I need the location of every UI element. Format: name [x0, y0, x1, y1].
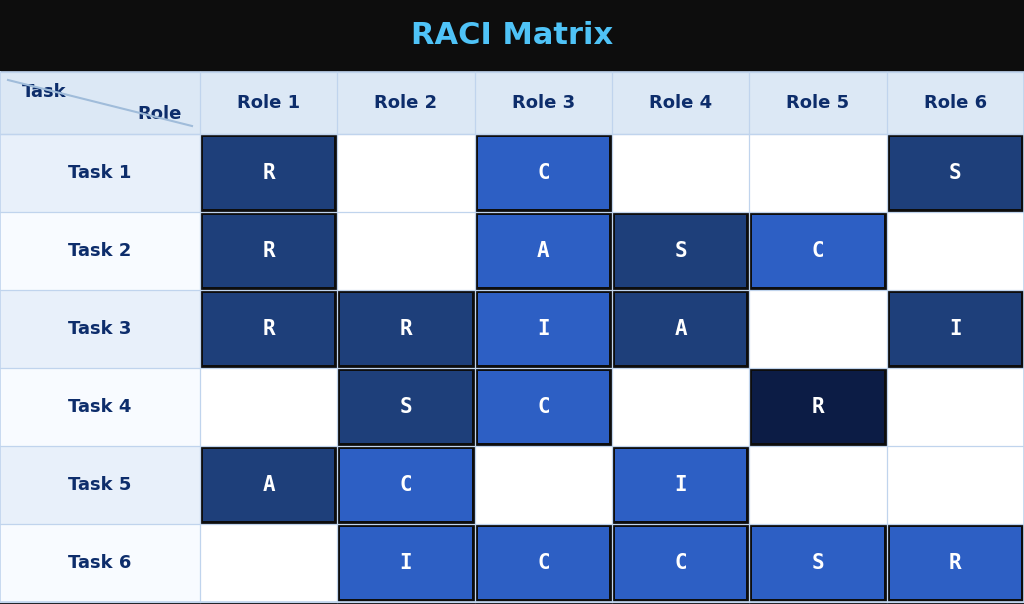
Text: Role 3: Role 3 [512, 94, 574, 112]
Text: Task 4: Task 4 [69, 398, 132, 416]
Bar [0, 134, 200, 212]
Bar [615, 527, 746, 599]
Bar [887, 368, 1024, 446]
Text: C: C [537, 553, 550, 573]
Bar [477, 137, 609, 209]
Text: A: A [262, 475, 275, 495]
Bar [337, 134, 475, 212]
Text: R: R [262, 241, 275, 261]
Text: Task 1: Task 1 [69, 164, 132, 182]
Text: I: I [949, 319, 962, 339]
Text: Role 6: Role 6 [924, 94, 987, 112]
Bar [477, 371, 609, 443]
Bar [477, 527, 609, 599]
Bar [340, 371, 472, 443]
Bar [0, 290, 200, 368]
Bar [750, 134, 887, 212]
Bar [203, 215, 334, 287]
Bar [475, 446, 612, 524]
Bar [753, 371, 884, 443]
Bar [750, 290, 887, 368]
Text: I: I [537, 319, 550, 339]
Text: R: R [812, 397, 824, 417]
Text: RACI Matrix: RACI Matrix [411, 22, 613, 51]
Text: R: R [262, 163, 275, 183]
Bar [203, 449, 334, 521]
Bar [0, 0, 1024, 72]
Text: R: R [262, 319, 275, 339]
Text: Role 2: Role 2 [375, 94, 437, 112]
Bar [890, 527, 1021, 599]
Bar [477, 215, 609, 287]
Text: Task 5: Task 5 [69, 476, 132, 494]
Text: Role 1: Role 1 [238, 94, 300, 112]
Text: S: S [949, 163, 962, 183]
Bar [0, 212, 200, 290]
Text: S: S [812, 553, 824, 573]
Bar [337, 212, 475, 290]
Bar [615, 449, 746, 521]
Bar [615, 293, 746, 365]
Text: I: I [675, 475, 687, 495]
Text: Task: Task [22, 83, 67, 101]
Text: Role: Role [137, 105, 182, 123]
Bar [340, 449, 472, 521]
Text: Role 5: Role 5 [786, 94, 850, 112]
Text: S: S [399, 397, 413, 417]
Bar [0, 368, 200, 446]
Bar [0, 72, 1024, 134]
Bar [615, 215, 746, 287]
Text: C: C [675, 553, 687, 573]
Bar [612, 368, 750, 446]
Bar [340, 527, 472, 599]
Bar [0, 524, 200, 602]
Text: I: I [399, 553, 413, 573]
Text: C: C [399, 475, 413, 495]
Bar [203, 293, 334, 365]
Text: R: R [399, 319, 413, 339]
Bar [753, 527, 884, 599]
Text: Task 2: Task 2 [69, 242, 132, 260]
Bar [890, 293, 1021, 365]
Bar [887, 446, 1024, 524]
Text: C: C [537, 163, 550, 183]
Bar [203, 137, 334, 209]
Bar [887, 212, 1024, 290]
Text: C: C [812, 241, 824, 261]
Text: C: C [537, 397, 550, 417]
Text: Task 6: Task 6 [69, 554, 132, 572]
Bar [750, 446, 887, 524]
Bar [200, 524, 337, 602]
Text: A: A [537, 241, 550, 261]
Text: S: S [675, 241, 687, 261]
Bar [753, 215, 884, 287]
Bar [477, 293, 609, 365]
Bar [0, 446, 200, 524]
Bar [890, 137, 1021, 209]
Bar [200, 368, 337, 446]
Text: Role 4: Role 4 [649, 94, 713, 112]
Text: A: A [675, 319, 687, 339]
Bar [340, 293, 472, 365]
Text: R: R [949, 553, 962, 573]
Bar [612, 134, 750, 212]
Text: Task 3: Task 3 [69, 320, 132, 338]
